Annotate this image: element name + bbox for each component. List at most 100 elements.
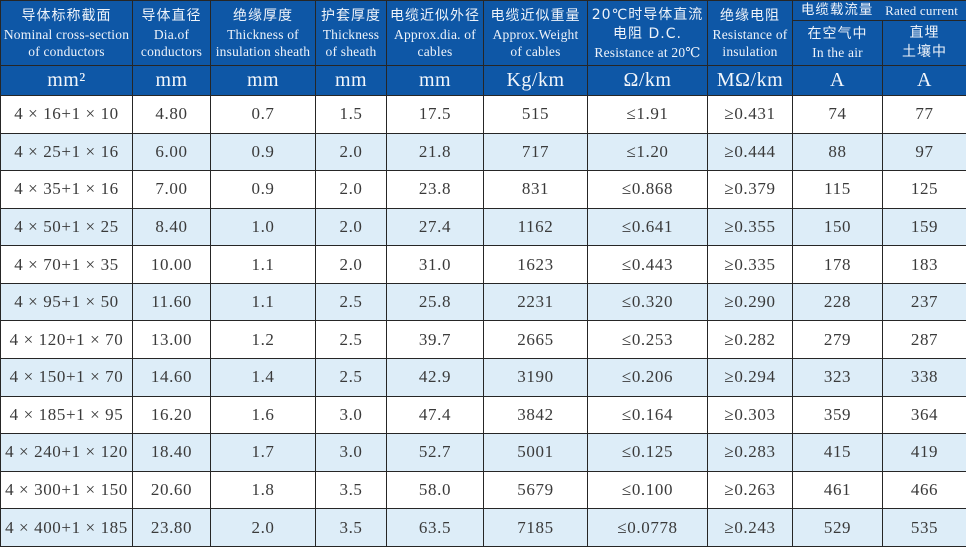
table-cell: ≤0.253 — [587, 320, 708, 360]
col-header-insulation-thickness: 绝缘厚度 Thickness of insulation sheath — [210, 0, 316, 66]
unit-cell: MΩ/km — [707, 65, 793, 96]
table-cell: 17.5 — [386, 95, 484, 134]
table-cell: ≥0.444 — [707, 132, 793, 172]
col-header-en: Approx.Weight of cables — [492, 26, 579, 59]
table-cell: 4 × 185+1 × 95 — [0, 395, 133, 435]
table-cell: 88 — [792, 132, 883, 172]
table-body: 4 × 16+1 × 10 4.80 0.7 1.5 17.5 515 ≤1.91 ≥0.43… — [0, 95, 966, 547]
table-cell: ≤0.868 — [587, 170, 708, 209]
table-cell: 535 — [881, 508, 966, 547]
table-cell: 6.00 — [132, 132, 211, 172]
unit-cell: mm — [132, 65, 211, 96]
table-cell: 21.8 — [386, 132, 484, 172]
table-cell: 4 × 25+1 × 16 — [0, 132, 133, 172]
table-cell: 115 — [792, 170, 883, 209]
table-cell: 415 — [792, 433, 883, 472]
table-cell: ≤1.20 — [587, 132, 708, 172]
table-cell: 4 × 35+1 × 16 — [0, 170, 133, 209]
table-cell: 20.60 — [132, 470, 211, 510]
col-header-zh: 在空气中 — [807, 26, 868, 42]
table-cell: 4 × 150+1 × 70 — [0, 358, 133, 397]
table-cell: 74 — [792, 95, 883, 134]
col-header-dc-resistance: 20℃时导体直流电阻 D.C. Resistance at 20℃ — [587, 0, 708, 66]
col-header-en: Resistance of insulation — [712, 26, 788, 59]
table-cell: ≥0.294 — [707, 358, 793, 397]
col-header-zh: 导体标称截面 — [21, 7, 112, 24]
table-cell: 2.0 — [210, 508, 316, 547]
col-header-en: Approx.dia. of cables — [394, 26, 476, 59]
table-cell: 16.20 — [132, 395, 211, 435]
table-cell: ≥0.335 — [707, 245, 793, 284]
table-cell: 18.40 — [132, 433, 211, 472]
table-cell: 1623 — [483, 245, 588, 284]
table-cell: 1.2 — [210, 320, 316, 360]
table-cell: 359 — [792, 395, 883, 435]
col-header-en: Dia.of conductors — [140, 26, 203, 59]
table-cell: 4.80 — [132, 95, 211, 134]
table-cell: 1.7 — [210, 433, 316, 472]
col-header-zh: 电缆近似重量 — [490, 7, 581, 24]
table-cell: 1.5 — [315, 95, 387, 134]
rated-current-group-label: 电缆载流量 Rated current — [795, 2, 964, 20]
table-row: 4 × 185+1 × 95 16.20 1.6 3.0 47.4 3842 ≤0.164 ≥… — [0, 395, 966, 435]
table-cell: 1.8 — [210, 470, 316, 510]
table-cell: ≥0.379 — [707, 170, 793, 209]
table-cell: ≤0.164 — [587, 395, 708, 435]
table-cell: 3.0 — [315, 395, 387, 435]
table-cell: 2.5 — [315, 282, 387, 322]
table-cell: 338 — [881, 358, 966, 397]
table-row: 4 × 300+1 × 150 20.60 1.8 3.5 58.0 5679 ≤0.100… — [0, 470, 966, 510]
table-cell: 2231 — [483, 282, 588, 322]
table-cell: 1.6 — [210, 395, 316, 435]
col-header-en: In the air — [812, 45, 863, 60]
col-header-nominal-cross-section: 导体标称截面 Nominal cross-section of conducto… — [0, 0, 133, 66]
table-cell: 4 × 120+1 × 70 — [0, 320, 133, 360]
table-cell: 42.9 — [386, 358, 484, 397]
table-cell: 5001 — [483, 433, 588, 472]
table-cell: ≥0.303 — [707, 395, 793, 435]
table-cell: 0.9 — [210, 170, 316, 209]
table-cell: 31.0 — [386, 245, 484, 284]
table-row: 4 × 150+1 × 70 14.60 1.4 2.5 42.9 3190 ≤0.206 ≥… — [0, 358, 966, 397]
unit-cell: Kg/km — [483, 65, 588, 96]
table-cell: ≥0.243 — [707, 508, 793, 547]
table-cell: 178 — [792, 245, 883, 284]
table-cell: 1.1 — [210, 282, 316, 322]
unit-cell: mm — [386, 65, 484, 96]
table-cell: 14.60 — [132, 358, 211, 397]
col-header-zh2: 土壤中 — [902, 44, 947, 60]
table-cell: 2.0 — [315, 170, 387, 209]
table-cell: 47.4 — [386, 395, 484, 435]
table-cell: 159 — [881, 207, 966, 247]
table-cell: 466 — [881, 470, 966, 510]
unit-cell: Ω/km — [587, 65, 708, 96]
header-units-row: mm² mm mm mm mm Kg/km Ω/km MΩ/km A A — [0, 65, 966, 96]
col-header-zh: 直埋 — [909, 25, 940, 41]
col-header-zh: 20℃时导体直流电阻 D.C. — [591, 6, 704, 42]
group-label-en: Rated current — [885, 3, 959, 18]
table-cell: ≤0.320 — [587, 282, 708, 322]
table-cell: ≥0.431 — [707, 95, 793, 134]
col-header-zh: 电缆近似外径 — [390, 7, 480, 24]
col-header-buried-in-soil: 直埋 土壤中 — [881, 20, 966, 66]
table-cell: 4 × 70+1 × 35 — [0, 245, 133, 284]
table-cell: 4 × 240+1 × 120 — [0, 433, 133, 472]
col-header-approx-diameter: 电缆近似外径 Approx.dia. of cables — [386, 0, 484, 66]
table-cell: 3.5 — [315, 470, 387, 510]
table-cell: ≤0.443 — [587, 245, 708, 284]
table-cell: 287 — [881, 320, 966, 360]
table-cell: ≤1.91 — [587, 95, 708, 134]
table-cell: 1.1 — [210, 245, 316, 284]
table-cell: 4 × 16+1 × 10 — [0, 95, 133, 134]
table-cell: 717 — [483, 132, 588, 172]
header-group-row: 导体标称截面 Nominal cross-section of conducto… — [0, 0, 966, 66]
table-row: 4 × 25+1 × 16 6.00 0.9 2.0 21.8 717 ≤1.20 ≥0.44… — [0, 132, 966, 172]
table-cell: 279 — [792, 320, 883, 360]
table-cell: ≤0.100 — [587, 470, 708, 510]
table-cell: 2.0 — [315, 245, 387, 284]
unit-cell: mm — [315, 65, 387, 96]
col-header-in-the-air: 在空气中 In the air — [792, 20, 883, 66]
table-cell: 11.60 — [132, 282, 211, 322]
table-cell: 4 × 50+1 × 25 — [0, 207, 133, 247]
